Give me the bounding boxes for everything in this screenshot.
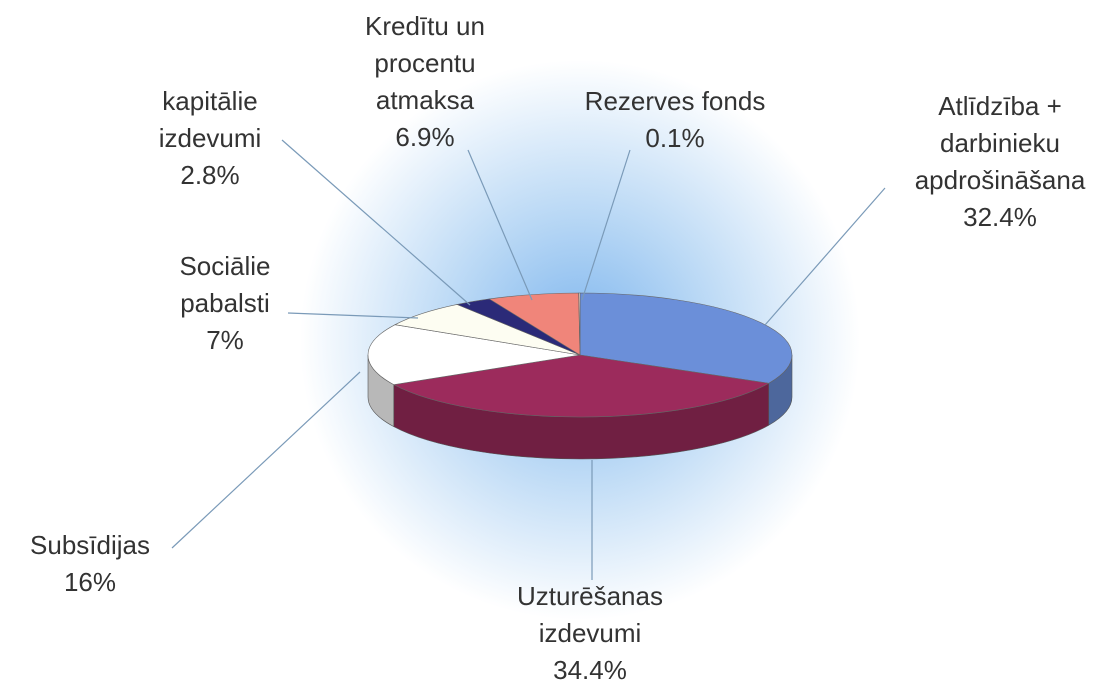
slice-label: Subsīdijas 16% — [0, 527, 180, 601]
value-label: 32.4% — [963, 202, 1037, 232]
value-label: 2.8% — [180, 160, 240, 190]
value-label: 6.9% — [395, 122, 455, 152]
slice — [578, 292, 581, 356]
slice-label: Kredītu un procentu atmaksa 6.9% — [335, 8, 515, 156]
slice-label: Atlīdzība + darbinieku apdrošināšana 32.4… — [880, 88, 1105, 236]
category-label: Kredītu un procentu atmaksa — [365, 11, 485, 115]
leader-line — [467, 149, 533, 301]
category-label: Atlīdzība + darbinieku apdrošināšana — [914, 91, 1086, 195]
leader-line — [581, 149, 631, 301]
value-label: 0.1% — [645, 123, 705, 153]
category-label: Subsīdijas — [30, 530, 150, 560]
value-label: 7% — [206, 325, 244, 355]
leader-line — [281, 139, 471, 306]
leader-line — [764, 187, 886, 326]
value-label: 34.4% — [553, 655, 627, 685]
category-label: kapitālie izdevumi — [158, 86, 262, 153]
category-label: Uzturēšanas izdevumi — [517, 581, 663, 648]
value-label: 16% — [63, 567, 117, 597]
leader-line — [171, 371, 361, 549]
category-label: Sociālie pabalsti — [179, 251, 271, 318]
slice-label: kapitālie izdevumi 2.8% — [120, 83, 300, 194]
slice-label: Sociālie pabalsti 7% — [150, 248, 300, 359]
leader-line — [287, 312, 419, 319]
slice-label: Rezerves fonds 0.1% — [560, 83, 790, 157]
slice-label: Uzturēšanas izdevumi 34.4% — [480, 578, 700, 689]
slice — [579, 292, 793, 384]
category-label: Rezerves fonds — [584, 86, 766, 116]
slice — [392, 354, 770, 418]
pie-tops — [367, 292, 793, 418]
slice — [367, 324, 581, 385]
pie-sides — [367, 354, 793, 460]
